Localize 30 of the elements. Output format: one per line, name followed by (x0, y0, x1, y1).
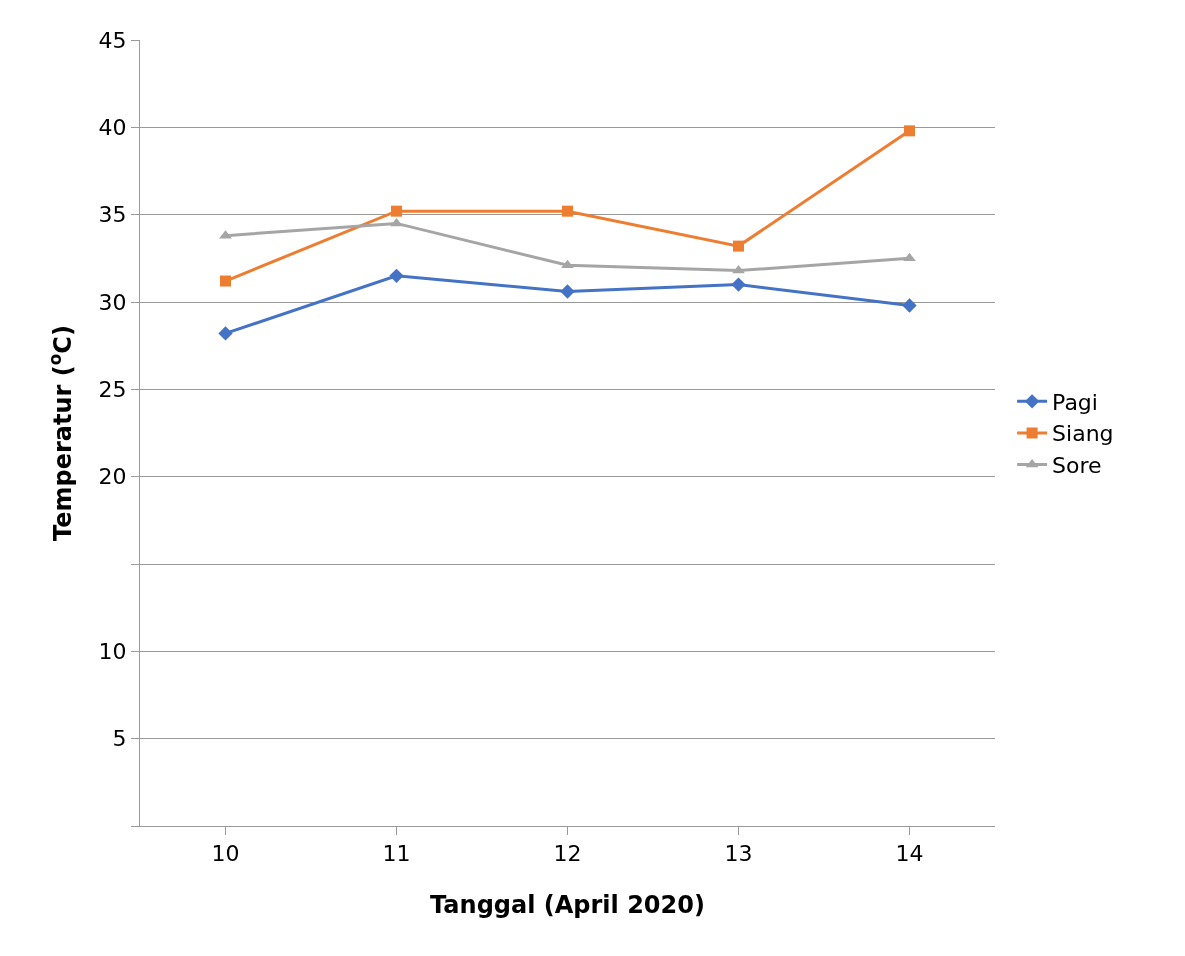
point (560, 284, 575, 299)
y-tick-label: 35 (98, 202, 127, 228)
y-tick-label: 20 (98, 464, 127, 490)
point (733, 240, 744, 252)
point (902, 298, 917, 313)
x-tick-label: 12 (553, 841, 582, 867)
x-tick-label: 10 (211, 841, 240, 867)
point (390, 217, 403, 227)
x-tick-label: 13 (724, 841, 753, 867)
legend-label: Siang (1052, 421, 1114, 447)
y-tick-label: 45 (98, 27, 127, 53)
legend-label: Sore (1052, 453, 1102, 479)
point (389, 268, 404, 283)
point (220, 275, 231, 287)
point (562, 205, 573, 217)
point (391, 205, 402, 217)
x-tick-label: 11 (382, 841, 411, 867)
point (218, 326, 233, 341)
y-tick-label: 40 (98, 115, 127, 141)
point (904, 125, 915, 137)
legend-label: Pagi (1052, 389, 1098, 415)
y-tick-label: 10 (98, 639, 127, 665)
y-tick-label: 30 (98, 289, 127, 315)
x-axis-title: Tanggal (April 2020) (430, 890, 705, 919)
point (903, 252, 916, 262)
y-tick-label: 25 (98, 377, 127, 403)
point (731, 277, 746, 292)
x-tick-label: 14 (895, 841, 924, 867)
point (561, 259, 574, 269)
y-tick-label: 5 (112, 726, 127, 752)
